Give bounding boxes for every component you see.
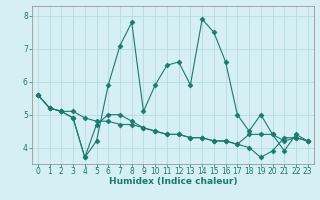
X-axis label: Humidex (Indice chaleur): Humidex (Indice chaleur)	[108, 177, 237, 186]
